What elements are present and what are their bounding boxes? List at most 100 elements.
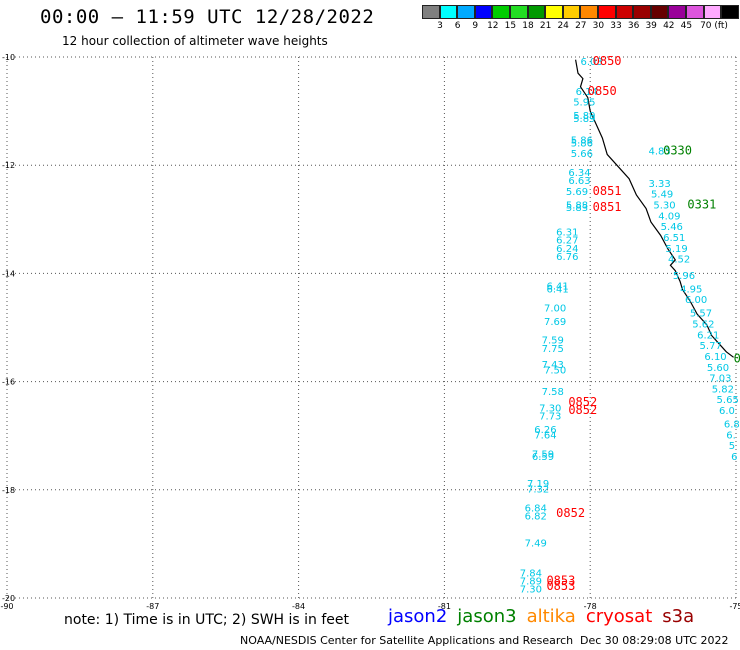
wave-height-label: 6.82 bbox=[525, 512, 547, 523]
wave-height-label: 5.65 bbox=[717, 395, 739, 406]
colorbar-swatch bbox=[597, 5, 616, 19]
wave-height-label: 6.34 bbox=[568, 168, 590, 179]
wave-height-label: 6.0 bbox=[719, 406, 735, 417]
footer-credit: NOAA/NESDIS Center for Satellite Applica… bbox=[240, 634, 574, 647]
wave-height-label: 5.77 bbox=[700, 341, 722, 352]
pass-time-label: 0850 bbox=[593, 54, 622, 68]
colorbar-swatch bbox=[650, 5, 669, 19]
wave-height-label: 5.96 bbox=[673, 271, 695, 282]
wave-height-label: 6.8 bbox=[724, 420, 740, 431]
wave-height-label: 5 bbox=[729, 441, 735, 452]
lat-tick-label: -10 bbox=[2, 53, 15, 62]
wave-height-label: 7.49 bbox=[525, 539, 547, 550]
wave-height-label: 5.89 bbox=[573, 114, 595, 125]
colorbar-label: 30 bbox=[592, 21, 605, 31]
wave-height-label: 6.76 bbox=[556, 252, 578, 263]
colorbar-label: 42 bbox=[663, 21, 675, 31]
coastline bbox=[575, 59, 734, 358]
colorbar-swatch bbox=[721, 5, 739, 19]
wave-height-label: 4.95 bbox=[680, 284, 702, 295]
wave-height-label: 5.30 bbox=[653, 200, 675, 211]
wave-height-label: 5.46 bbox=[661, 222, 683, 233]
colorbar-swatch bbox=[685, 5, 704, 19]
satellite-legend-item: jason3 bbox=[457, 606, 517, 627]
colorbar-swatch bbox=[457, 5, 475, 19]
wave-height-label: 7.89 bbox=[520, 576, 542, 587]
pass-time-label: 0851 bbox=[593, 200, 622, 214]
pass-time-label: 0330 bbox=[663, 143, 692, 157]
pass-time-label: 0853 bbox=[546, 573, 575, 587]
lon-tick-label: -75 bbox=[729, 602, 740, 611]
wave-height-label: 6.14 bbox=[576, 87, 598, 98]
wave-height-label: 6.21 bbox=[697, 330, 719, 341]
wave-height-label: 6.41 bbox=[546, 282, 568, 293]
wave-height-label: 7.03 bbox=[709, 374, 731, 385]
colorbar-swatch bbox=[615, 5, 634, 19]
colorbar-label: 18 bbox=[522, 21, 534, 31]
wave-height-label: 6.41 bbox=[546, 284, 568, 295]
pass-time-label: 0331 bbox=[687, 197, 716, 211]
colorbar-label: 15 bbox=[504, 21, 517, 31]
satellite-legend-item: s3a bbox=[662, 606, 695, 627]
footer: NOAA/NESDIS Center for Satellite Applica… bbox=[240, 634, 728, 647]
wave-height-label: 5.82 bbox=[712, 384, 734, 395]
wave-height-label: 5.89 bbox=[573, 111, 595, 122]
colorbar-swatch bbox=[562, 5, 581, 19]
wave-height-label: 6.00 bbox=[685, 295, 707, 306]
wave-height-label: 5.95 bbox=[573, 98, 595, 109]
lon-tick-label: -81 bbox=[438, 602, 451, 611]
colorbar-swatch bbox=[527, 5, 546, 19]
lon-tick-label: -87 bbox=[146, 602, 159, 611]
colorbar-label: 39 bbox=[645, 21, 657, 31]
satellite-legend: jason2 jason3 altika cryosat s3a bbox=[388, 606, 704, 627]
colorbar-label: 12 bbox=[487, 21, 499, 31]
wave-height-label: 5.88 bbox=[566, 200, 588, 211]
colorbar-swatch bbox=[474, 5, 493, 19]
wave-height-label: 5.86 bbox=[571, 136, 593, 147]
map-grid bbox=[6, 56, 737, 599]
pass-time-label: 0852 bbox=[568, 395, 597, 409]
wave-height-label: 6.27 bbox=[556, 236, 578, 247]
wave-height-label: 7.59 bbox=[542, 336, 564, 347]
wave-height-label: 7.19 bbox=[527, 479, 549, 490]
colorbar-label: 33 bbox=[610, 21, 622, 31]
wave-height-label: 5.62 bbox=[692, 320, 714, 331]
colorbar-swatch bbox=[668, 5, 686, 19]
pass-time-label: 0852 bbox=[556, 506, 585, 520]
pass-time-label: 0853 bbox=[546, 579, 575, 593]
pass-time-labels: 0850085008510851085208520852085308530330… bbox=[546, 54, 740, 593]
colorbar-label: 27 bbox=[575, 21, 587, 31]
colorbar-swatch bbox=[545, 5, 563, 19]
colorbar-label: 21 bbox=[539, 21, 552, 31]
colorbar-label: 9 bbox=[472, 21, 479, 31]
colorbar-swatch bbox=[633, 5, 651, 19]
wave-height-label: 6.10 bbox=[704, 352, 726, 363]
colorbar-swatch bbox=[439, 5, 458, 19]
satellite-legend-item: cryosat bbox=[585, 606, 653, 627]
colorbar-label: 6 bbox=[454, 21, 461, 31]
footer-date: Dec 30 08:29:08 UTC 2022 bbox=[580, 634, 729, 647]
wave-height-values: 6.036.145.955.895.895.865.865.666.346.63… bbox=[520, 57, 740, 595]
colorbar-label: 45 bbox=[680, 21, 693, 31]
wave-height-label: 7.00 bbox=[544, 303, 566, 314]
colorbar-label: 3 bbox=[437, 21, 443, 31]
pass-time-label: 0851 bbox=[593, 184, 622, 198]
pass-time-label: 0852 bbox=[568, 403, 597, 417]
colorbar-label: 36 bbox=[627, 21, 640, 31]
lat-tick-label: -18 bbox=[2, 486, 15, 495]
wave-height-label: 4.52 bbox=[668, 255, 690, 266]
wave-height-label: 5.83 bbox=[566, 203, 588, 214]
colorbar-swatch bbox=[509, 5, 528, 19]
wave-height-label: 7.30 bbox=[520, 585, 542, 596]
satellite-legend-item: altika bbox=[526, 606, 576, 627]
wave-height-label: 6.63 bbox=[568, 176, 590, 187]
wave-height-label: 5.49 bbox=[651, 190, 673, 201]
wave-height-label: 7.58 bbox=[542, 387, 564, 398]
wave-height-label: 7.64 bbox=[534, 430, 556, 441]
wave-height-label: 7.32 bbox=[527, 485, 549, 496]
wave-height-label: 6.03 bbox=[580, 57, 602, 68]
lat-tick-label: -14 bbox=[2, 269, 15, 278]
wave-height-label: 7.43 bbox=[542, 360, 564, 371]
wave-height-label: 5.60 bbox=[707, 363, 729, 374]
